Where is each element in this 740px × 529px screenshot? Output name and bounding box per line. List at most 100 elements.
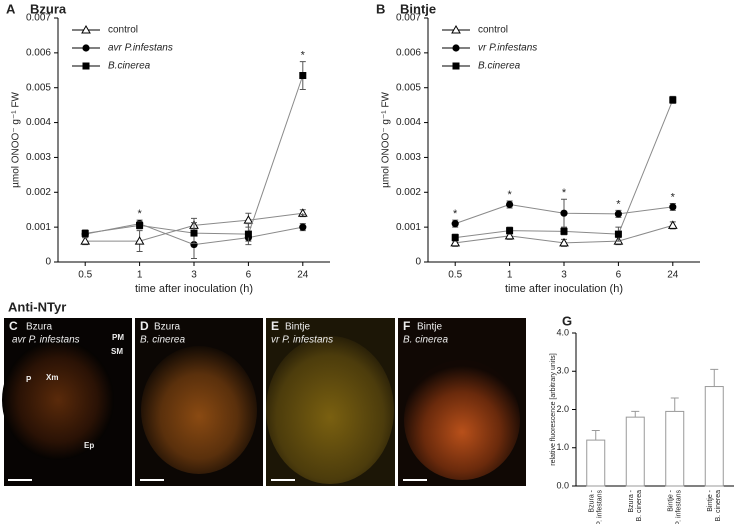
error-bar bbox=[591, 430, 600, 441]
y-tick-label: 1.0 bbox=[556, 442, 569, 452]
y-tick-label: 0 bbox=[415, 257, 421, 268]
marker bbox=[614, 230, 622, 238]
y-axis-label: relative fluorescence [arbitrary units] bbox=[550, 353, 557, 465]
marker bbox=[506, 227, 514, 235]
micrograph-f: F Bintje B. cinerea bbox=[398, 318, 526, 486]
marker bbox=[452, 44, 460, 52]
x-axis-label: time after inoculation (h) bbox=[505, 283, 623, 295]
significance: * bbox=[507, 189, 512, 201]
x-tick-label: Bzura - bbox=[628, 489, 635, 512]
y-tick-label: 0.001 bbox=[26, 222, 51, 233]
marker bbox=[136, 221, 144, 229]
error-bar bbox=[631, 410, 640, 418]
x-tick-label: 3 bbox=[191, 270, 197, 281]
series-line bbox=[85, 75, 304, 235]
x-tick-label: 1 bbox=[137, 270, 143, 281]
marker bbox=[452, 62, 460, 70]
marker bbox=[451, 220, 459, 228]
panel-treatment: avr P. infestans bbox=[12, 335, 80, 346]
significance: * bbox=[137, 208, 142, 220]
panel-letter: F bbox=[403, 319, 410, 333]
x-tick-label: 1 bbox=[507, 270, 513, 281]
marker bbox=[190, 229, 198, 237]
y-axis-label: µmol ONOO⁻ g⁻¹ FW bbox=[11, 92, 22, 188]
marker bbox=[451, 24, 461, 34]
x-tick-label: P. infestans bbox=[597, 490, 604, 524]
y-tick-label: 0.007 bbox=[396, 13, 421, 24]
panel-letter: A bbox=[6, 1, 16, 16]
x-tick-label: 24 bbox=[297, 270, 309, 281]
x-tick-label: Bintje - bbox=[707, 489, 714, 511]
y-tick-label: 0.002 bbox=[26, 187, 51, 198]
micrograph-d: D Bzura B. cinerea bbox=[135, 318, 263, 486]
marker bbox=[559, 237, 569, 247]
y-tick-label: 0.004 bbox=[26, 117, 51, 128]
marker bbox=[297, 208, 308, 217]
x-tick-label: 24 bbox=[667, 270, 679, 281]
bar bbox=[586, 439, 606, 487]
significance: * bbox=[671, 191, 676, 203]
marker bbox=[190, 240, 198, 249]
bar bbox=[704, 386, 724, 487]
x-tick-label: 0.5 bbox=[448, 270, 462, 281]
y-tick-label: 4.0 bbox=[556, 327, 569, 337]
bar bbox=[665, 410, 685, 487]
micrograph-e: E Bintje vr P. infestans bbox=[266, 318, 395, 486]
x-tick-label: 6 bbox=[246, 270, 252, 281]
marker bbox=[560, 209, 568, 217]
legend-label: vr P.infestans bbox=[478, 43, 537, 54]
legend-label: avr P.infestans bbox=[108, 43, 173, 54]
y-tick-label: 0.003 bbox=[26, 152, 51, 163]
marker bbox=[81, 24, 91, 34]
panel-treatment: vr P. infestans bbox=[271, 335, 333, 346]
tissue-label: PM bbox=[112, 333, 124, 342]
error-bar bbox=[710, 368, 719, 387]
y-tick-label: 0.007 bbox=[26, 13, 51, 24]
marker bbox=[504, 230, 515, 240]
panel-cultivar: Bintje bbox=[285, 322, 310, 333]
marker bbox=[451, 234, 459, 242]
panel-letter: D bbox=[140, 319, 149, 333]
panel-cultivar: Bzura bbox=[26, 322, 53, 333]
marker bbox=[244, 230, 252, 238]
significance: * bbox=[301, 49, 306, 61]
legend-label: B.cinerea bbox=[108, 61, 151, 72]
marker bbox=[82, 44, 90, 52]
significance: * bbox=[616, 198, 621, 210]
panel-letter: C bbox=[9, 319, 18, 333]
tissue-label: Ep bbox=[84, 441, 94, 450]
y-tick-label: 0.006 bbox=[26, 47, 51, 58]
y-tick-label: 0.005 bbox=[396, 82, 421, 93]
marker bbox=[299, 72, 307, 80]
y-tick-label: 0.001 bbox=[396, 222, 421, 233]
chart-title: Bzura bbox=[30, 1, 67, 16]
error-bar bbox=[670, 397, 679, 412]
marker bbox=[667, 220, 678, 229]
y-axis-label: µmol ONOO⁻ g⁻¹ FW bbox=[381, 92, 392, 188]
x-tick-label: 3 bbox=[561, 270, 567, 281]
marker bbox=[80, 236, 91, 245]
figure-heading: Anti-NTyr bbox=[8, 299, 66, 314]
marker bbox=[669, 203, 677, 211]
legend-label: B.cinerea bbox=[478, 61, 521, 72]
x-axis-label: time after inoculation (h) bbox=[135, 283, 253, 295]
x-tick-label: 6 bbox=[616, 270, 622, 281]
panel-cultivar: Bintje bbox=[417, 322, 442, 333]
x-tick-label: B. cinerea bbox=[715, 490, 722, 522]
panel-treatment: B. cinerea bbox=[140, 335, 185, 346]
y-tick-label: 0.005 bbox=[26, 82, 51, 93]
y-tick-label: 0.006 bbox=[396, 47, 421, 58]
tissue-label: SM bbox=[111, 347, 123, 356]
marker bbox=[134, 236, 145, 245]
y-tick-label: 0.004 bbox=[396, 117, 421, 128]
marker bbox=[82, 62, 90, 70]
marker bbox=[560, 227, 568, 235]
x-tick-label: Bintje - bbox=[668, 489, 675, 511]
panel-letter: B bbox=[376, 1, 385, 16]
y-tick-label: 0.0 bbox=[556, 480, 569, 490]
significance: * bbox=[301, 212, 306, 224]
marker bbox=[614, 210, 623, 218]
bar bbox=[625, 416, 645, 487]
y-tick-label: 2.0 bbox=[556, 404, 569, 414]
panel-letter: E bbox=[271, 319, 279, 333]
